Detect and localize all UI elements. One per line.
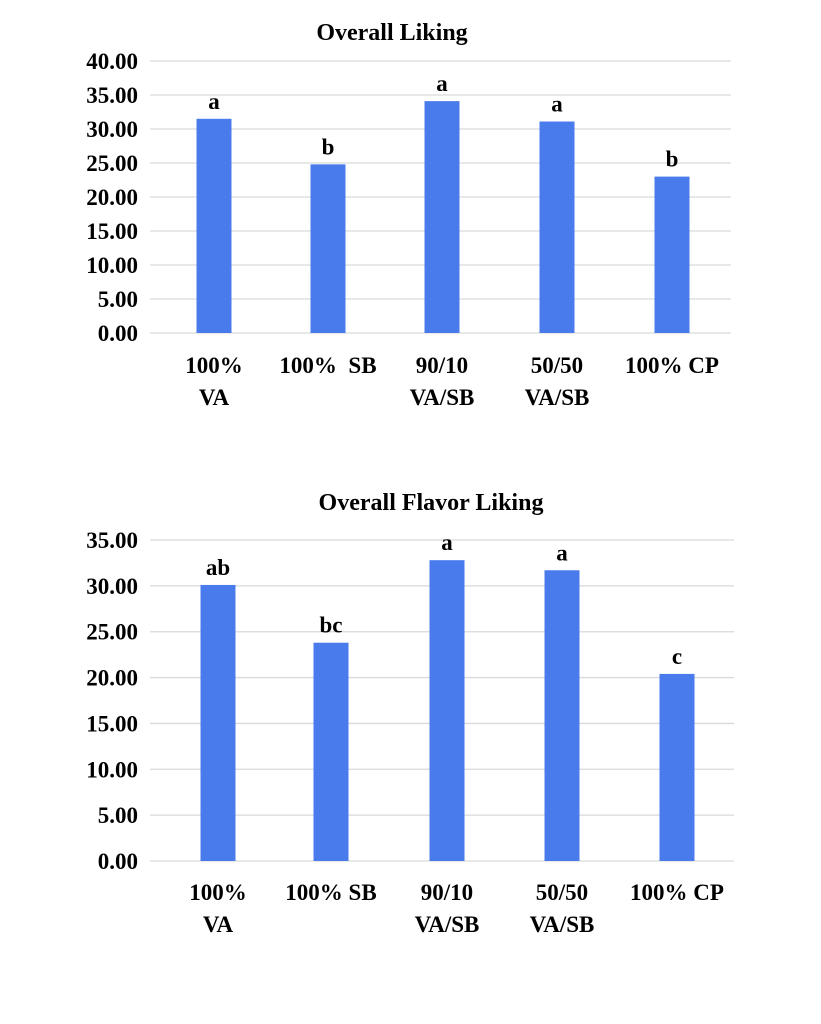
significance-label: c	[672, 644, 682, 669]
bar	[659, 673, 695, 861]
category-label-line: 100% SB	[279, 353, 376, 378]
category-label-line: VA/SB	[415, 912, 480, 937]
bar	[539, 121, 575, 334]
y-tick-label: 0.00	[98, 849, 138, 874]
bar	[544, 570, 580, 861]
chart-overall-liking: Overall Liking 0.00 5.00 10.00 15.00 20.00 25.…	[86, 20, 731, 410]
x-category-label: 50/50 VA/SB	[530, 880, 595, 937]
category-label-line: 100% SB	[285, 880, 376, 905]
y-tick-label: 15.00	[86, 711, 138, 736]
chart-overall-flavor-liking: Overall Flavor Liking 0.00 5.00 10.00 15.00 2…	[86, 490, 734, 937]
bar	[200, 584, 236, 861]
category-label-line: VA/SB	[530, 912, 595, 937]
chart-title: Overall Flavor Liking	[319, 490, 544, 516]
y-tick-label: 5.00	[98, 287, 138, 312]
y-tick-label: 40.00	[86, 49, 138, 74]
significance-label: a	[436, 71, 448, 96]
y-tick-label: 10.00	[86, 253, 138, 278]
y-tick-label: 25.00	[86, 620, 138, 645]
bar	[654, 176, 690, 333]
y-tick-label: 20.00	[86, 185, 138, 210]
x-category-label: 100% VA	[185, 353, 243, 410]
category-label-line: VA	[203, 912, 234, 937]
y-tick-label: 35.00	[86, 83, 138, 108]
bar	[310, 164, 346, 333]
category-label-line: VA/SB	[525, 385, 590, 410]
x-category-label: 100% VA	[189, 880, 247, 937]
bar	[429, 560, 465, 861]
category-label-line: VA	[199, 385, 230, 410]
category-label-line: 100%	[189, 880, 247, 905]
chart-title: Overall Liking	[316, 20, 467, 46]
y-tick-label: 10.00	[86, 757, 138, 782]
y-tick-label: 0.00	[98, 321, 138, 346]
y-tick-label: 25.00	[86, 151, 138, 176]
x-category-label: 100% SB	[285, 880, 376, 905]
x-category-label: 50/50 VA/SB	[525, 353, 590, 410]
category-label-line: 50/50	[531, 353, 583, 378]
category-label-line: 90/10	[421, 880, 473, 905]
significance-label: a	[551, 92, 563, 117]
significance-label: a	[441, 530, 453, 555]
y-tick-label: 5.00	[98, 803, 138, 828]
significance-label: a	[556, 540, 568, 565]
category-label-line: 100% CP	[630, 880, 724, 905]
x-category-label: 100% SB	[279, 353, 376, 378]
significance-label: bc	[320, 613, 343, 638]
significance-label: a	[208, 89, 220, 114]
y-tick-label: 35.00	[86, 528, 138, 553]
category-label-line: 90/10	[416, 353, 468, 378]
y-tick-label: 30.00	[86, 117, 138, 142]
y-tick-label: 20.00	[86, 666, 138, 691]
bar	[313, 642, 349, 861]
bar	[424, 101, 460, 334]
bar	[196, 118, 232, 333]
x-category-label: 100% CP	[630, 880, 724, 905]
y-tick-label: 15.00	[86, 219, 138, 244]
y-tick-label: 30.00	[86, 574, 138, 599]
category-label-line: 100%	[185, 353, 243, 378]
category-label-line: VA/SB	[410, 385, 475, 410]
category-label-line: 50/50	[536, 880, 588, 905]
category-label-line: 100% CP	[625, 353, 719, 378]
x-category-label: 90/10 VA/SB	[410, 353, 475, 410]
significance-label: b	[322, 134, 335, 159]
x-category-label: 90/10 VA/SB	[415, 880, 480, 937]
significance-label: ab	[206, 555, 230, 580]
x-category-label: 100% CP	[625, 353, 719, 378]
significance-label: b	[666, 147, 679, 172]
